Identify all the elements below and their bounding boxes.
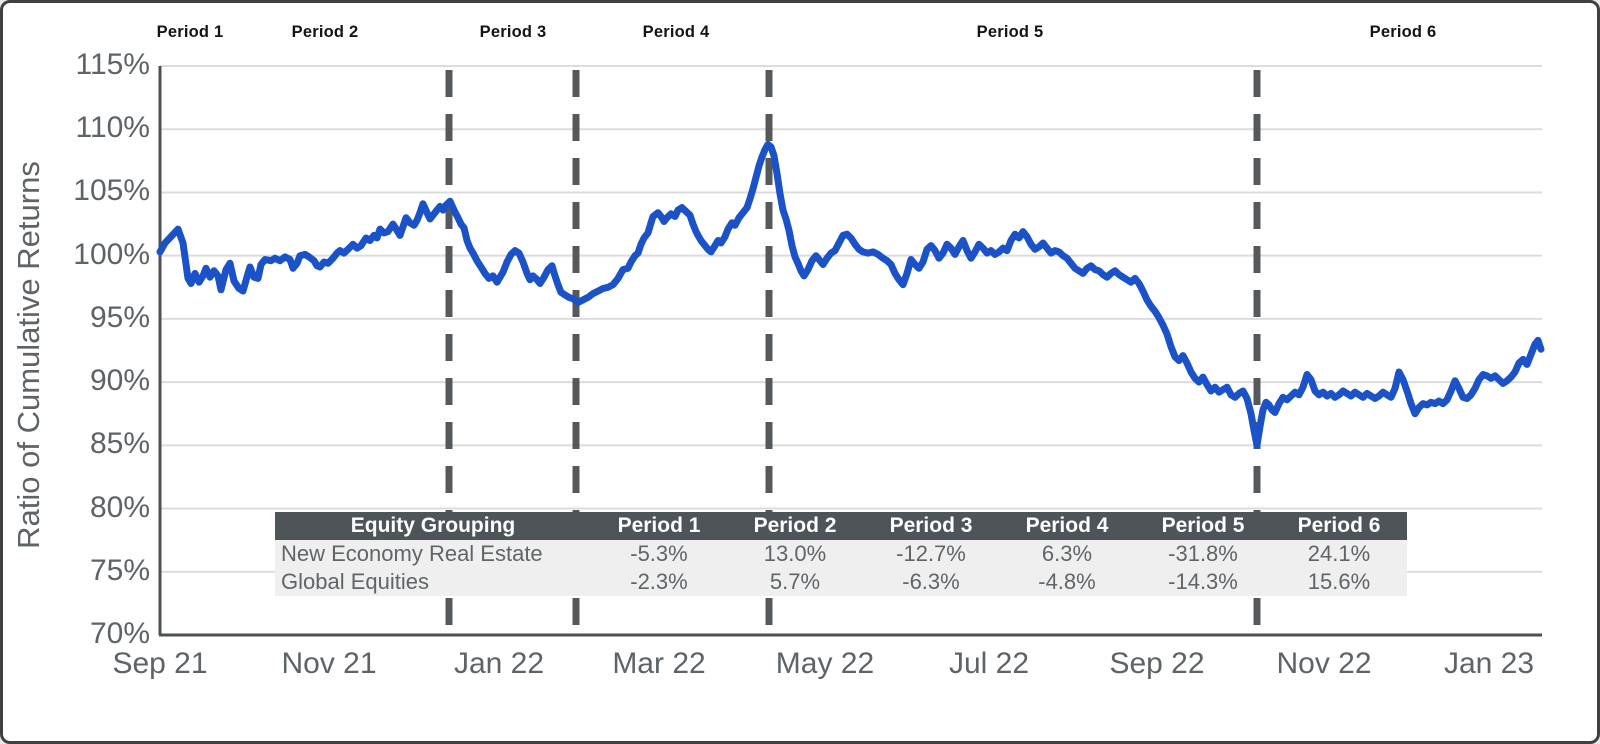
y-tick-label: 85%	[89, 427, 150, 461]
equity-grouping-cell: New Economy Real Estate	[275, 540, 591, 568]
return-value-cell: -2.3%	[591, 568, 727, 596]
period-label: Period 4	[642, 23, 710, 41]
x-tick-label: Jul 22	[948, 647, 1030, 680]
y-tick-label: 70%	[89, 617, 150, 650]
y-tick-label: 95%	[89, 300, 150, 334]
x-tick-label: Nov 21	[281, 647, 377, 680]
x-tick-label: Mar 22	[612, 647, 706, 680]
x-tick-label: Jan 23	[1443, 647, 1535, 680]
return-value-cell: 6.3%	[999, 540, 1135, 568]
table-header-cell: Period 6	[1271, 512, 1407, 540]
table-row: Global Equities -2.3% 5.7% -6.3% -4.8% -14.3%…	[275, 568, 1407, 596]
return-value-cell: -14.3%	[1135, 568, 1271, 596]
y-tick-label: 110%	[75, 111, 150, 145]
x-tick-label: Sep 22	[1109, 647, 1205, 680]
y-tick-label: 80%	[89, 490, 150, 524]
y-tick-label: 115%	[75, 48, 150, 81]
y-tick-label: 105%	[73, 174, 150, 208]
period-label: Period 6	[1369, 23, 1437, 41]
equity-grouping-cell: Global Equities	[275, 568, 591, 596]
x-tick-label: May 22	[775, 647, 875, 680]
return-value-cell: 13.0%	[727, 540, 863, 568]
table-header-cell: Period 4	[999, 512, 1135, 540]
table-header-cell: Period 2	[727, 512, 863, 540]
return-value-cell: 5.7%	[727, 568, 863, 596]
return-value-cell: -12.7%	[863, 540, 999, 568]
y-tick-label: 75%	[89, 553, 150, 587]
return-value-cell: -31.8%	[1135, 540, 1271, 568]
table-header-cell: Equity Grouping	[275, 512, 591, 540]
return-value-cell: 24.1%	[1271, 540, 1407, 568]
y-axis-title: Ratio of Cumulative Returns	[11, 161, 46, 549]
returns-chart	[156, 65, 1545, 637]
period-label: Period 1	[156, 23, 224, 41]
return-value-cell: -4.8%	[999, 568, 1135, 596]
x-tick-label: Jan 22	[453, 647, 545, 680]
x-tick-label: Sep 21	[112, 647, 208, 680]
return-value-cell: -6.3%	[863, 568, 999, 596]
period-label: Period 3	[479, 23, 547, 41]
y-tick-label: 90%	[89, 364, 150, 398]
table-header-cell: Period 3	[863, 512, 999, 540]
y-tick-label: 100%	[73, 237, 150, 271]
return-value-cell: -5.3%	[591, 540, 727, 568]
period-label: Period 2	[291, 23, 359, 41]
x-tick-label: Nov 22	[1276, 647, 1372, 680]
table-header-cell: Period 5	[1135, 512, 1271, 540]
table-row: New Economy Real Estate -5.3% 13.0% -12.7% 6…	[275, 540, 1407, 568]
period-label: Period 5	[976, 23, 1044, 41]
cumulative-returns-line	[156, 140, 1545, 449]
table-header-cell: Period 1	[591, 512, 727, 540]
return-value-cell: 15.6%	[1271, 568, 1407, 596]
